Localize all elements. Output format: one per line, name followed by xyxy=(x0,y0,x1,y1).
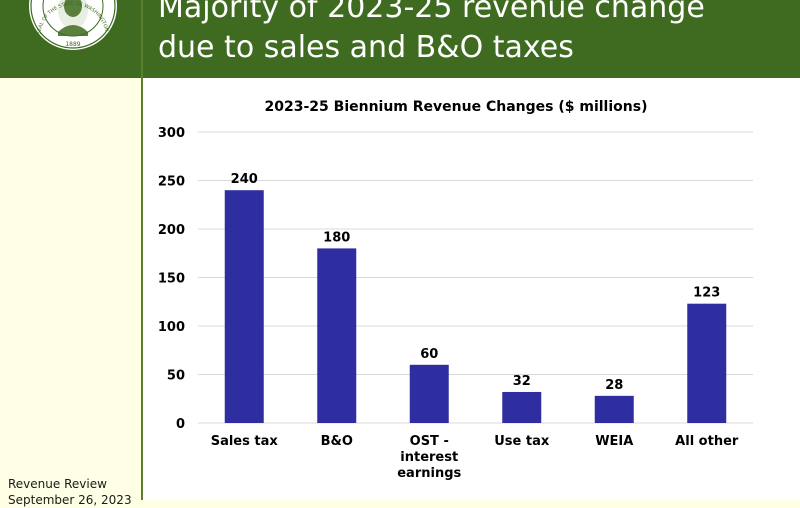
y-tick-label: 150 xyxy=(158,272,185,287)
page-title: Majority of 2023-25 revenue change due t… xyxy=(158,0,798,68)
y-tick-label: 0 xyxy=(176,417,185,432)
x-axis: Sales tax B&O OST -interest earnings Use tax… xyxy=(211,434,739,481)
state-seal-icon: 1889 THE SEAL OF THE STATE OF WASHINGTON… xyxy=(0,0,117,50)
footer-line-1: Revenue Review xyxy=(8,477,107,491)
seal-year: 1889 xyxy=(65,41,80,48)
state-seal: 1889 THE SEAL OF THE STATE OF WASHINGTON… xyxy=(0,0,143,78)
bar xyxy=(594,395,634,423)
bar-chart: 2023-25 Biennium Revenue Changes ($ mill… xyxy=(158,99,753,481)
bar xyxy=(687,303,727,423)
bar xyxy=(224,190,264,423)
bar xyxy=(502,391,542,423)
x-tick-label: All other xyxy=(675,434,739,449)
footer-line-2: September 26, 2023 xyxy=(8,493,132,507)
page-title-line-1: Majority of 2023-25 revenue change xyxy=(158,0,705,25)
bar xyxy=(317,248,357,423)
bar xyxy=(409,364,449,423)
data-label: 32 xyxy=(513,374,531,389)
y-tick-label: 200 xyxy=(158,223,185,238)
chart-title: 2023-25 Biennium Revenue Changes ($ mill… xyxy=(265,99,648,115)
bars: 240 180 60 32 28 123 xyxy=(224,172,727,423)
x-tick-label: Use tax xyxy=(494,434,550,449)
data-label: 240 xyxy=(231,172,258,187)
x-tick-label: Sales tax xyxy=(211,434,279,449)
x-tick-label: B&O xyxy=(321,434,353,449)
y-tick-label: 250 xyxy=(158,175,185,190)
chart-area: 2023-25 Biennium Revenue Changes ($ mill… xyxy=(143,78,800,500)
data-label: 123 xyxy=(693,286,720,301)
data-label: 60 xyxy=(420,347,438,362)
y-tick-label: 100 xyxy=(158,320,185,335)
data-label: 180 xyxy=(323,230,350,245)
y-axis: 0 50 100 150 200 250 300 xyxy=(158,126,185,432)
sidebar xyxy=(0,78,141,500)
y-tick-label: 50 xyxy=(167,369,185,384)
data-label: 28 xyxy=(605,378,623,393)
grid-lines xyxy=(198,131,753,424)
y-tick-label: 300 xyxy=(158,126,185,141)
page-title-line-2: due to sales and B&O taxes xyxy=(158,30,574,65)
x-tick-label: WEIA xyxy=(595,434,633,449)
vertical-divider xyxy=(141,0,143,500)
x-tick-label: OST -interest earnings xyxy=(397,434,461,481)
